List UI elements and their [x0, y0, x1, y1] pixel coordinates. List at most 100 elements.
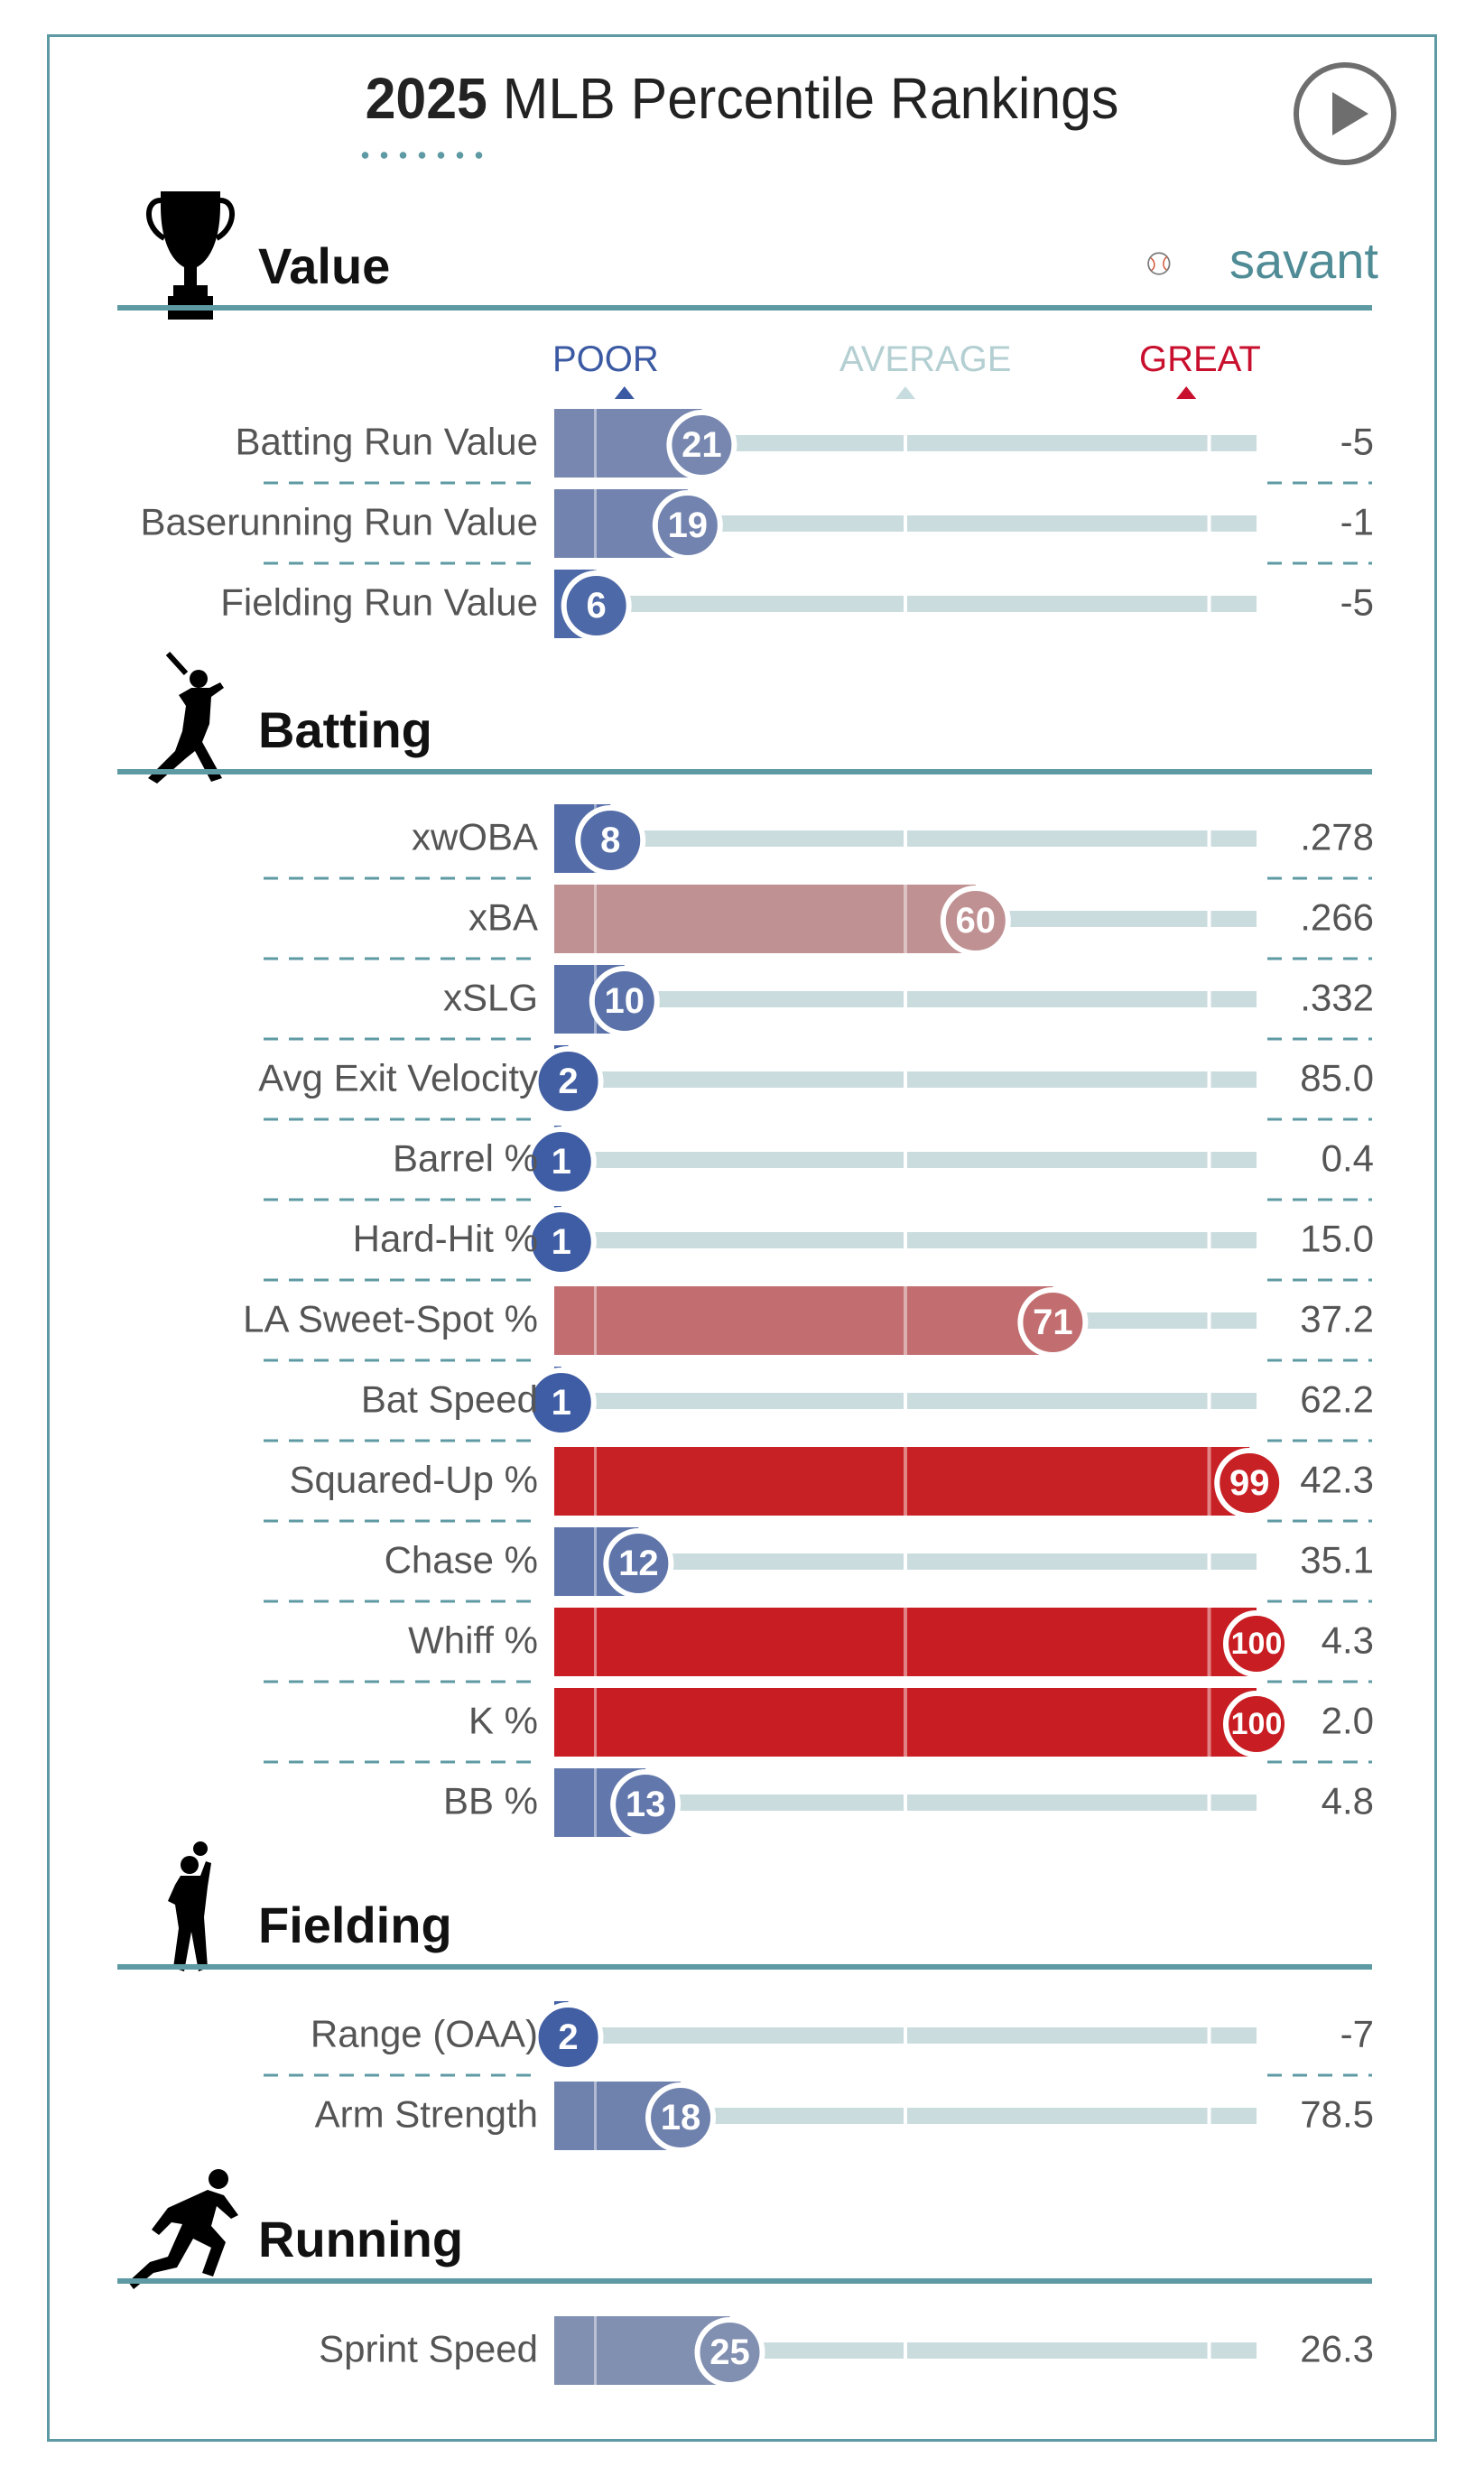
bar-guide [594, 2082, 597, 2150]
percentile-label: 18 [661, 2098, 701, 2138]
play-button-icon[interactable] [1293, 61, 1397, 166]
track-tick [1207, 1312, 1211, 1329]
bar-guide [594, 1286, 597, 1355]
bar-guide [594, 409, 597, 478]
percentile-bar [554, 1286, 1053, 1355]
savant-logo-text: savant [1229, 232, 1378, 289]
percentile-bar [554, 1447, 1250, 1516]
percentile-bubble [666, 410, 737, 480]
bar-guide [904, 1286, 907, 1355]
percentile-label: 21 [682, 425, 722, 465]
track-tick [1207, 596, 1211, 612]
bar-guide [1207, 1608, 1211, 1676]
percentile-label: 8 [600, 821, 620, 860]
bar-guide [904, 1608, 907, 1676]
scale-label-great: GREAT [1139, 339, 1261, 379]
metric-value: 2.0 [1322, 1700, 1374, 1742]
metric-label: Baserunning Run Value [140, 501, 538, 543]
fielder-icon [168, 1841, 211, 1971]
track-tick [1207, 1794, 1211, 1811]
percentile-label: 1 [552, 1383, 571, 1423]
percentile-bubble [1017, 1287, 1089, 1358]
percentile-label: 71 [1033, 1303, 1073, 1342]
track-tick [1207, 2108, 1211, 2124]
percentile-label: 100 [1231, 1707, 1283, 1741]
track-tick [904, 1071, 907, 1088]
track-tick [904, 1152, 907, 1168]
metric-label: Barrel % [393, 1137, 538, 1180]
bar-guide [594, 1608, 597, 1676]
category-title-running: Running [258, 2211, 464, 2267]
percentile-label: 100 [1231, 1627, 1283, 1661]
metric-label: Fielding Run Value [220, 581, 538, 624]
track-tick [904, 1393, 907, 1409]
bar-guide [594, 489, 597, 558]
metric-value: 4.3 [1322, 1619, 1374, 1662]
track-tick [1207, 1393, 1211, 1409]
runner-icon [128, 2169, 238, 2289]
percentile-bubble [533, 1046, 604, 1117]
percentile-label: 10 [605, 981, 645, 1021]
percentile-label: 2 [558, 2017, 578, 2057]
track-tick [904, 1794, 907, 1811]
scale-marker-great [1176, 386, 1197, 399]
metric-value: 26.3 [1300, 2328, 1374, 2370]
track-tick [1207, 435, 1211, 451]
title-text: MLB Percentile Rankings [502, 66, 1119, 131]
metric-label: xBA [468, 896, 538, 939]
metric-value: 62.2 [1300, 1378, 1374, 1421]
track-tick [904, 1232, 907, 1248]
bar-guide [594, 1768, 597, 1837]
batter-icon [148, 652, 224, 784]
track-tick [1207, 911, 1211, 927]
track-tick [1207, 1071, 1211, 1088]
metric-value: .332 [1300, 977, 1374, 1019]
page-title: 2025 MLB Percentile Rankings [37, 65, 1447, 132]
track-tick [904, 515, 907, 532]
metric-value: 15.0 [1300, 1218, 1374, 1260]
metric-value: -5 [1340, 581, 1374, 624]
metric-label: Hard-Hit % [353, 1218, 538, 1260]
metric-label: LA Sweet-Spot % [243, 1298, 538, 1340]
track-tick [1207, 2027, 1211, 2044]
percentile-bar [554, 885, 976, 953]
title-year: 2025 [365, 66, 487, 131]
percentile-label: 2 [558, 1062, 578, 1101]
bar-guide [904, 1447, 907, 1516]
track-tick [904, 2108, 907, 2124]
percentile-bubble [1214, 1448, 1285, 1518]
metric-value: .266 [1300, 896, 1374, 939]
metric-label: K % [468, 1700, 538, 1742]
percentile-bubble [694, 2317, 765, 2388]
category-rule-batting [117, 769, 1372, 774]
metric-label: Avg Exit Velocity [258, 1057, 538, 1099]
track-tick [904, 435, 907, 451]
percentile-label: 6 [587, 586, 607, 626]
percentile-label: 99 [1229, 1463, 1270, 1503]
metric-label: Bat Speed [361, 1378, 538, 1421]
percentile-bubble [589, 966, 660, 1036]
metric-label: Batting Run Value [236, 421, 538, 463]
metric-value: 35.1 [1300, 1539, 1374, 1581]
bar-guide [594, 1447, 597, 1516]
scale-label-poor: POOR [552, 339, 659, 379]
percentile-label: 19 [668, 505, 709, 545]
scale-label-average: AVERAGE [839, 339, 1012, 379]
category-rule-value [117, 305, 1372, 311]
category-rule-running [117, 2278, 1372, 2284]
metric-label: BB % [443, 1780, 538, 1822]
metric-value: 4.8 [1322, 1780, 1374, 1822]
bar-guide [594, 1688, 597, 1757]
percentile-label: 1 [552, 1222, 571, 1262]
track-tick [1207, 515, 1211, 532]
track-tick [1207, 830, 1211, 847]
metric-value: -7 [1340, 2013, 1374, 2055]
bar-guide [1207, 1688, 1211, 1757]
bar-guide [904, 1688, 907, 1757]
category-title-fielding: Fielding [258, 1896, 452, 1953]
metric-value: .278 [1300, 816, 1374, 858]
metric-label: Sprint Speed [319, 2328, 538, 2370]
metric-label: Chase % [385, 1539, 538, 1581]
percentile-bubble [525, 1207, 597, 1277]
